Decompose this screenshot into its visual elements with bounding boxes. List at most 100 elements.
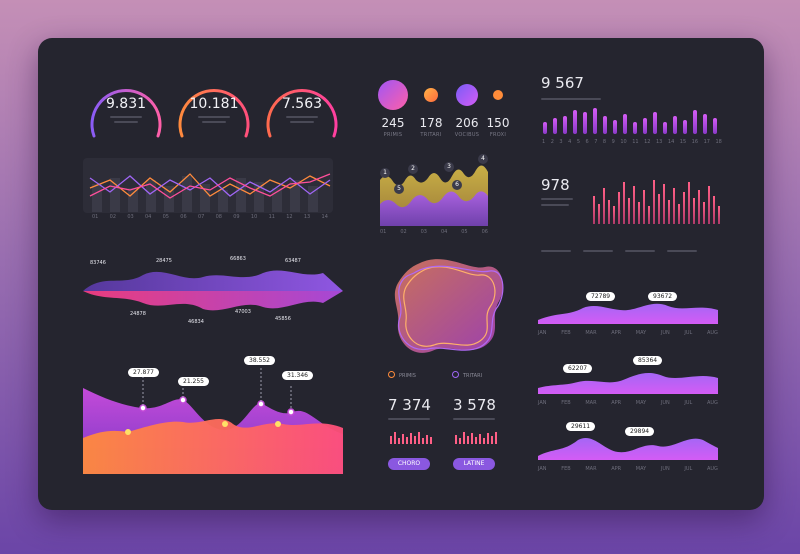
x-tick: JAN <box>538 466 547 472</box>
x-tick: 14 <box>321 214 328 220</box>
stat-label: FROXI <box>489 132 507 138</box>
x-tick: 01 <box>92 214 99 220</box>
x-tick: JUN <box>660 330 670 336</box>
gauge-3-caption <box>286 116 318 118</box>
gauge-2-value: 10.181 <box>189 96 239 112</box>
x-tick: 03 <box>127 214 134 220</box>
bottom-stat-value: 7 374 <box>388 396 431 414</box>
mid-right-footnote <box>583 250 613 252</box>
gauge-1-caption-2 <box>114 121 138 123</box>
legend-label: TRITARI <box>463 373 483 379</box>
mid-right-spikes <box>593 180 720 224</box>
x-tick: MAR <box>585 400 597 406</box>
x-tick: JUN <box>660 466 670 472</box>
stat-circle-vocibus <box>456 84 478 106</box>
wave-marker: 5 <box>394 184 404 194</box>
x-tick: 8 <box>602 139 607 145</box>
x-tick: 02 <box>109 214 117 220</box>
stream-label: 63487 <box>285 258 301 264</box>
x-tick: 07 <box>197 214 205 220</box>
top-right-caption <box>541 98 601 100</box>
x-tick: JAN <box>538 330 547 336</box>
stream-label: 28475 <box>156 258 172 264</box>
x-tick: 10 <box>250 214 258 220</box>
x-tick: 4 <box>568 139 572 145</box>
bottom-bars-1 <box>390 432 432 444</box>
x-tick: JUL <box>684 330 693 336</box>
x-tick: APR <box>611 466 622 472</box>
line-chart-svg <box>89 173 331 212</box>
x-tick: 7 <box>594 139 598 145</box>
x-tick: JUN <box>660 400 670 406</box>
x-tick: 09 <box>233 214 240 220</box>
bottom-stat-caption <box>453 418 495 420</box>
wave-marker: 2 <box>408 164 418 174</box>
wave-marker: 3 <box>444 162 454 172</box>
area-callout: 21.255 <box>178 377 209 386</box>
gauge-1-value: 9.831 <box>105 96 147 112</box>
x-tick: AUG <box>706 330 718 336</box>
x-tick: 14 <box>667 139 675 145</box>
top-right-value: 9 567 <box>541 74 584 92</box>
x-tick: 13 <box>303 214 311 220</box>
x-tick: MAY <box>635 400 647 406</box>
gauge-2-caption-2 <box>202 121 226 123</box>
x-tick: MAY <box>635 330 647 336</box>
small-area-3 <box>538 437 718 460</box>
stream-label: 45856 <box>275 316 291 322</box>
gauge-2 <box>178 89 250 138</box>
small-area-1 <box>538 303 718 324</box>
gauge-3-caption-2 <box>290 121 314 123</box>
x-tick: 3 <box>559 139 563 145</box>
gauge-1 <box>90 89 162 138</box>
x-tick: 5 <box>576 139 580 145</box>
small-area-callout: 29611 <box>566 422 596 431</box>
stat-value: 245 <box>381 116 405 130</box>
area-callout: 38.552 <box>244 356 275 365</box>
stream-label: 47003 <box>235 309 251 315</box>
small-area-1-x-axis: JAN FEB MAR APR MAY JUN JUL AUG <box>538 330 718 336</box>
bottom-stat-value: 3 578 <box>453 396 496 414</box>
stream-label: 83746 <box>90 260 106 266</box>
x-tick: MAY <box>635 466 647 472</box>
latine-button[interactable]: LATINE <box>453 458 495 470</box>
x-tick: 03 <box>420 229 427 235</box>
x-tick: 10 <box>620 139 627 145</box>
gauge-3-value: 7.563 <box>281 96 323 112</box>
stat-label: TRITARI <box>420 132 442 138</box>
top-right-bars <box>543 108 717 134</box>
choro-button[interactable]: CHORO <box>388 458 430 470</box>
mid-right-footnote <box>667 250 697 252</box>
x-tick: 9 <box>611 139 615 145</box>
x-tick: 18 <box>715 139 722 145</box>
small-area-callout: 93672 <box>648 292 678 301</box>
x-tick: 04 <box>440 229 448 235</box>
x-tick: FEB <box>561 466 571 472</box>
gauge-2-caption <box>198 116 230 118</box>
x-tick: 06 <box>481 229 488 235</box>
small-area-callout: 85364 <box>633 356 663 365</box>
legend-marker-icon <box>388 371 395 378</box>
x-tick: 11 <box>632 139 639 145</box>
stat-circle-primis <box>378 80 408 110</box>
x-tick: JAN <box>538 400 547 406</box>
area-callout: 31.346 <box>282 371 313 380</box>
x-tick: 12 <box>286 214 293 220</box>
stat-label: VOCIBUS <box>454 132 480 138</box>
x-tick: 15 <box>679 139 687 145</box>
x-tick: JUL <box>684 400 693 406</box>
wave-marker: 4 <box>478 154 488 164</box>
stream-chart <box>83 270 343 311</box>
gauge-1-caption <box>110 116 142 118</box>
wave-marker: 1 <box>380 168 390 178</box>
x-tick: 2 <box>550 139 554 145</box>
stat-label: PRIMIS <box>383 132 403 138</box>
small-area-callout: 72789 <box>586 292 616 301</box>
x-tick: APR <box>611 330 622 336</box>
x-tick: 1 <box>542 139 546 145</box>
small-area-2 <box>538 373 718 394</box>
x-tick: APR <box>611 400 622 406</box>
blob-legend-primis: PRIMIS <box>388 371 416 379</box>
waves-x-axis: 01 02 03 04 05 06 <box>380 229 488 235</box>
mid-right-caption <box>541 198 573 200</box>
